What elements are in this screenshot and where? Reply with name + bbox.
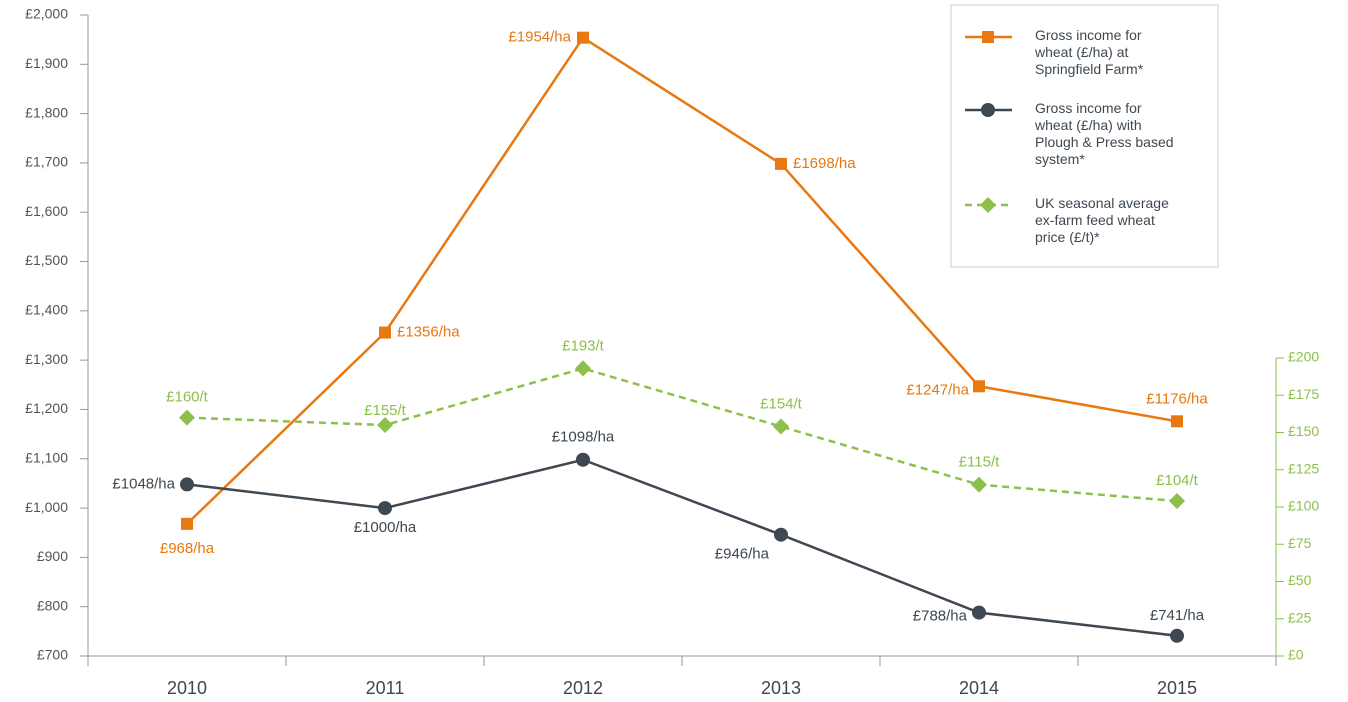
data-point xyxy=(577,31,589,44)
data-label: £160/t xyxy=(166,389,209,406)
data-point xyxy=(775,157,787,170)
data-point xyxy=(377,417,393,434)
y-tick-label: £1,700 xyxy=(25,154,68,170)
data-label: £1000/ha xyxy=(354,519,417,536)
legend-marker xyxy=(980,197,996,213)
x-tick-label: 2013 xyxy=(761,678,801,698)
legend-marker xyxy=(981,103,995,117)
y2-tick-label: £200 xyxy=(1288,349,1319,365)
series-line xyxy=(186,35,1178,525)
data-point xyxy=(180,477,194,492)
y-tick-label: £800 xyxy=(37,597,68,613)
data-point xyxy=(773,418,789,435)
data-point xyxy=(1169,493,1185,510)
data-label: £741/ha xyxy=(1150,607,1205,624)
data-label: £946/ha xyxy=(715,546,770,563)
data-point xyxy=(1170,628,1184,643)
data-label: £193/t xyxy=(562,337,605,354)
data-point xyxy=(1171,415,1183,428)
data-label: £155/t xyxy=(364,402,407,419)
y-tick-label: £1,900 xyxy=(25,55,68,71)
y-tick-label: £1,200 xyxy=(25,400,68,416)
data-point xyxy=(972,605,986,620)
y2-tick-label: £100 xyxy=(1288,498,1319,514)
data-label: £1176/ha xyxy=(1146,390,1208,407)
legend-box xyxy=(950,4,1219,268)
y2-tick-label: £125 xyxy=(1288,460,1319,476)
series-line xyxy=(186,367,1178,503)
y-tick-label: £1,600 xyxy=(25,203,68,219)
y-tick-label: £1,500 xyxy=(25,252,68,268)
series-line xyxy=(186,458,1178,638)
data-label: £1698/ha xyxy=(793,155,856,172)
data-label: £154/t xyxy=(760,396,803,413)
y2-tick-label: £25 xyxy=(1288,609,1312,625)
y2-tick-label: £175 xyxy=(1288,386,1319,402)
y-tick-label: £1,000 xyxy=(25,499,68,515)
y-tick-label: £700 xyxy=(37,647,68,663)
legend-label: Gross income for wheat (£/ha) with Ploug… xyxy=(1035,100,1174,167)
x-tick-label: 2012 xyxy=(563,678,603,698)
y-tick-label: £2,000 xyxy=(25,6,68,22)
y-tick-label: £1,400 xyxy=(25,302,68,318)
y2-tick-label: £0 xyxy=(1288,647,1304,663)
y2-tick-label: £50 xyxy=(1288,572,1312,588)
data-label: £788/ha xyxy=(913,608,968,625)
legend-label: Gross income for wheat (£/ha) at Springf… xyxy=(1035,27,1144,77)
x-tick-label: 2010 xyxy=(167,678,207,698)
data-label: £968/ha xyxy=(160,540,215,557)
y-tick-label: £1,300 xyxy=(25,351,68,367)
data-point xyxy=(575,360,591,377)
data-point xyxy=(973,380,985,393)
legend-label: UK seasonal average ex-farm feed wheat p… xyxy=(1035,195,1169,245)
data-label: £1098/ha xyxy=(552,429,615,446)
y-tick-label: £900 xyxy=(37,548,68,564)
data-point xyxy=(379,326,391,339)
data-point xyxy=(774,527,788,542)
data-point xyxy=(971,476,987,493)
data-point xyxy=(181,517,193,530)
data-label: £1048/ha xyxy=(112,475,175,492)
legend-marker xyxy=(982,31,994,43)
data-point xyxy=(576,452,590,467)
y-tick-label: £1,800 xyxy=(25,104,68,120)
data-label: £1247/ha xyxy=(906,381,969,398)
data-label: £1356/ha xyxy=(397,324,460,341)
data-point xyxy=(378,501,392,516)
y2-tick-label: £75 xyxy=(1288,535,1312,551)
data-label: £104/t xyxy=(1156,472,1199,489)
data-label: £115/t xyxy=(959,454,1000,471)
x-tick-label: 2014 xyxy=(959,678,999,698)
y2-tick-label: £150 xyxy=(1288,423,1319,439)
x-tick-label: 2015 xyxy=(1157,678,1197,698)
y-tick-label: £1,100 xyxy=(25,449,68,465)
data-point xyxy=(179,409,195,426)
data-label: £1954/ha xyxy=(508,29,571,46)
x-tick-label: 2011 xyxy=(366,678,405,698)
